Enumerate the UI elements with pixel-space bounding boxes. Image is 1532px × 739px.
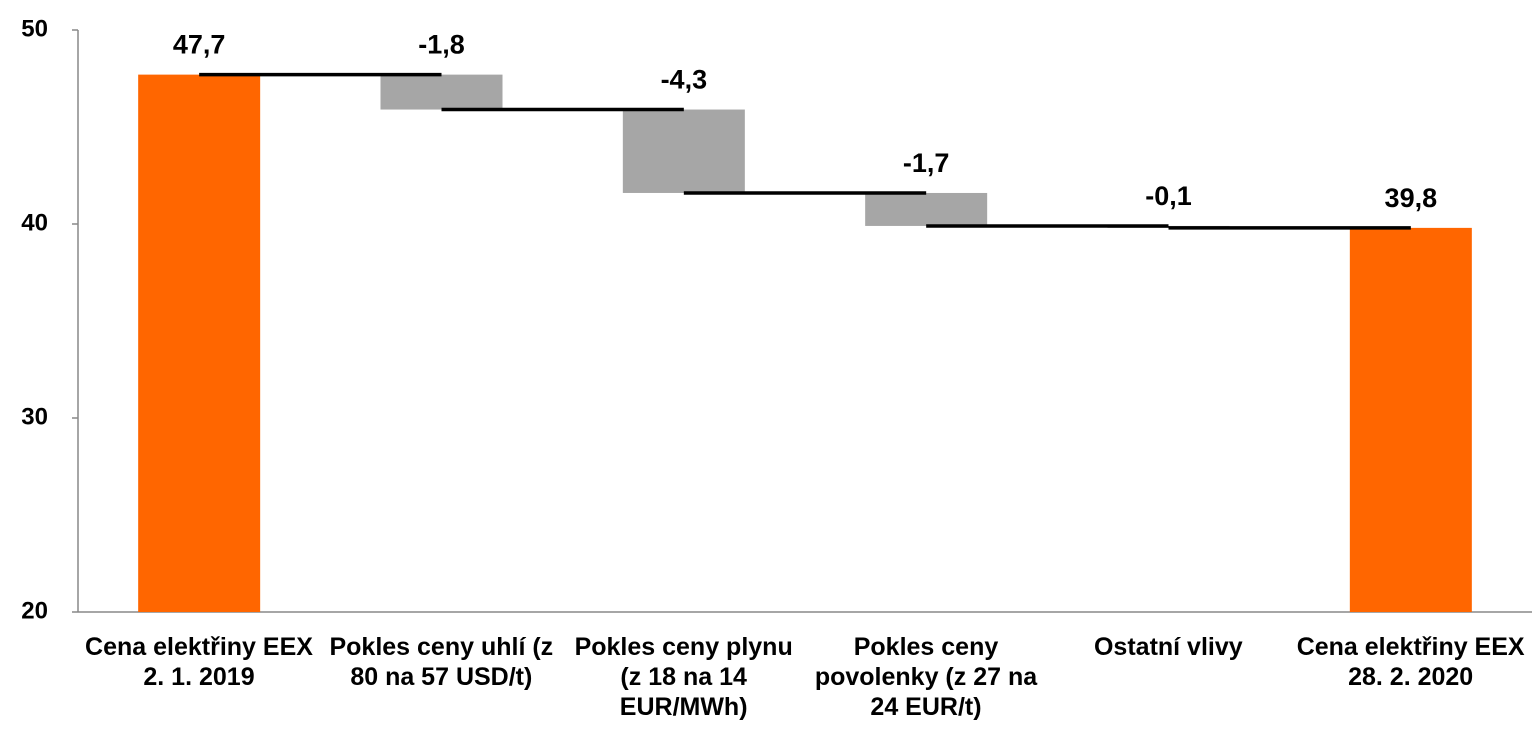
x-tick-label: Ostatní vlivy [1093, 633, 1243, 661]
x-tick-label: Pokles ceny plynu (z 18 na 14 EUR/MWh) [574, 633, 793, 721]
y-tick-label: 20 [21, 597, 48, 624]
value-label: -1,8 [418, 30, 465, 60]
bar [622, 109, 745, 193]
value-label: 39,8 [1385, 183, 1438, 213]
bar [1349, 227, 1472, 612]
bar [380, 74, 503, 110]
value-label: -0,1 [1145, 181, 1192, 211]
y-tick-label: 50 [21, 15, 48, 42]
bar [865, 192, 988, 226]
x-tick-label: Pokles ceny povolenky (z 27 na 24 EUR/t) [814, 633, 1038, 721]
y-tick-label: 40 [21, 209, 48, 236]
value-label: -4,3 [661, 65, 708, 95]
x-tick-label: Cena elektřiny EEX 2. 1. 2019 [85, 633, 313, 691]
y-tick-label: 30 [21, 403, 48, 430]
bar [138, 74, 261, 613]
x-tick-label: Cena elektřiny EEX 28. 2. 2020 [1296, 633, 1525, 691]
value-label: 47,7 [173, 30, 226, 60]
x-tick-label: Pokles ceny uhlí (z 80 na 57 USD/t) [329, 633, 554, 691]
value-label: -1,7 [903, 148, 950, 178]
